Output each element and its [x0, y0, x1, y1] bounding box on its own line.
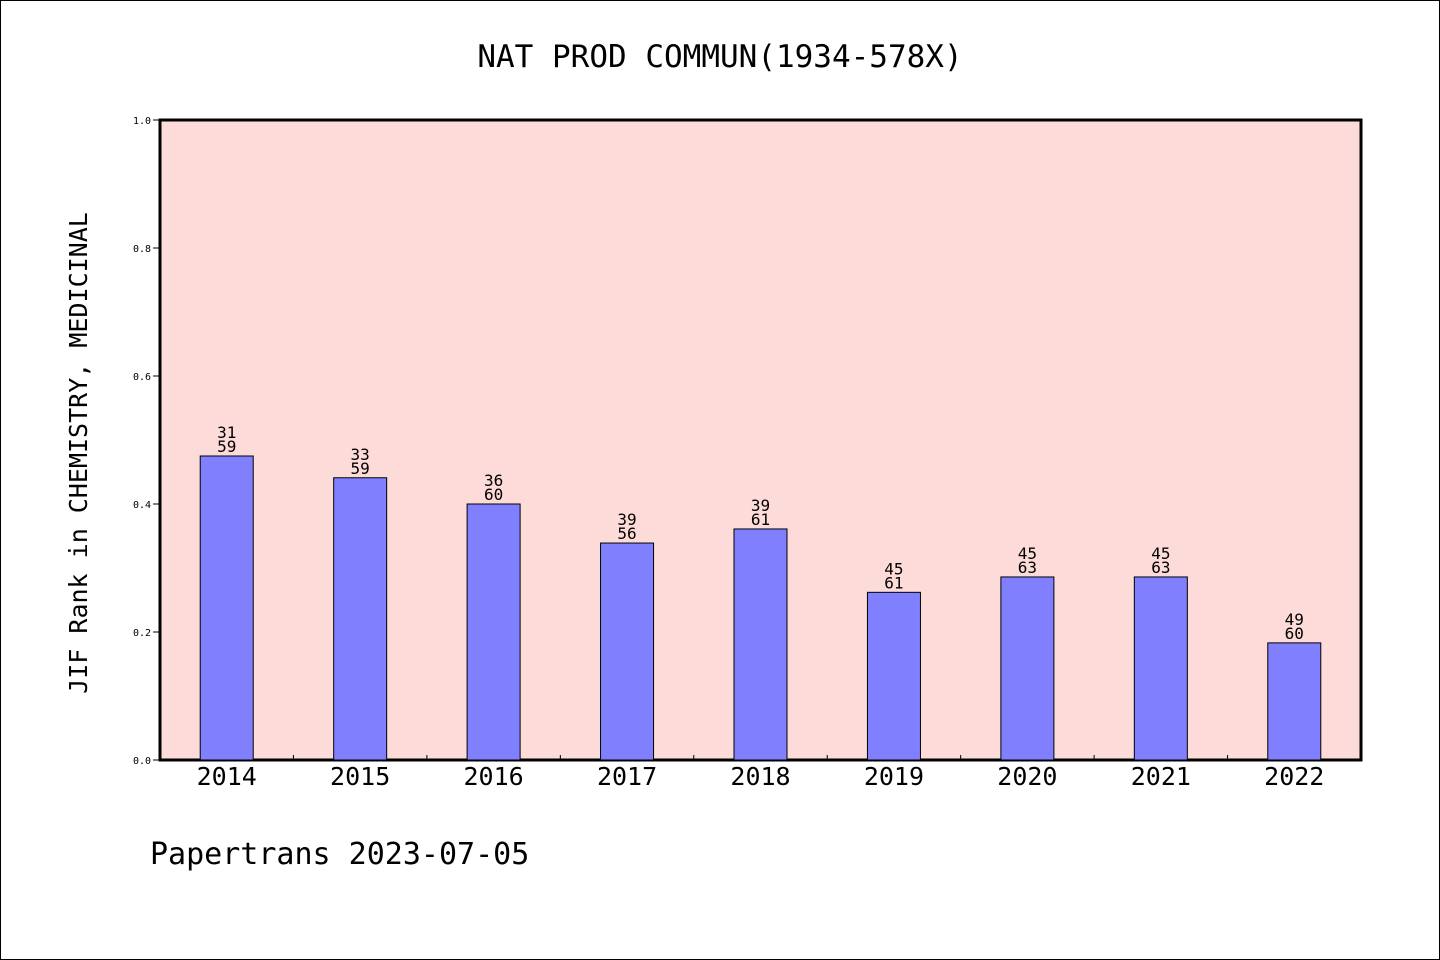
bar [333, 477, 388, 761]
bar-total-label: 59 [217, 437, 236, 456]
y-tick-label: 0.4 [133, 500, 151, 511]
bar-total-label: 63 [1018, 558, 1037, 577]
bar-total-label: 61 [884, 573, 903, 592]
bar-rank-label: 45 [1151, 544, 1170, 563]
x-tick-label: 2018 [730, 762, 790, 791]
bar [733, 528, 788, 761]
bar-total-label: 60 [1285, 624, 1304, 643]
y-axis: 0.0 0.2 0.4 0.6 0.8 1.0 [133, 116, 160, 767]
x-tick-label: 2022 [1264, 762, 1324, 791]
y-axis-label: JIF Rank in CHEMISTRY, MEDICINAL [64, 212, 93, 694]
bar [1000, 576, 1055, 761]
y-tick-label: 1.0 [133, 116, 151, 127]
bar-rank-label: 39 [751, 496, 770, 515]
bar-total-label: 59 [351, 459, 370, 478]
chart-title: NAT PROD COMMUN(1934-578X) [477, 39, 962, 75]
x-tick-label: 2017 [597, 762, 657, 791]
y-tick-label: 0.0 [133, 756, 151, 767]
x-axis: 2014 2015 2016 2017 2018 2019 2020 2021 2022 [197, 755, 1324, 791]
bar-total-label: 63 [1151, 558, 1170, 577]
x-tick-label: 2014 [197, 762, 257, 791]
bar-rank-label: 31 [217, 423, 236, 442]
bar [199, 455, 254, 761]
bar [866, 591, 921, 761]
x-tick-label: 2021 [1131, 762, 1191, 791]
bar [1133, 576, 1188, 761]
bar-rank-label: 39 [617, 510, 636, 529]
bar-rank-label: 49 [1285, 610, 1304, 629]
bar-total-label: 61 [751, 510, 770, 529]
bar-total-label: 56 [617, 524, 636, 543]
bar [600, 542, 655, 761]
x-tick-label: 2015 [330, 762, 390, 791]
bar-rank-label: 36 [484, 471, 503, 490]
bar-total-label: 60 [484, 485, 503, 504]
bar [1267, 642, 1322, 761]
x-tick-label: 2019 [864, 762, 924, 791]
bar-rank-label: 45 [884, 559, 903, 578]
footer-credit: Papertrans 2023-07-05 [150, 837, 529, 872]
y-tick-label: 0.2 [133, 628, 151, 639]
bar [466, 503, 521, 761]
x-tick-label: 2020 [997, 762, 1057, 791]
bar-rank-label: 45 [1018, 544, 1037, 563]
bar-rank-label: 33 [351, 445, 370, 464]
x-tick-label: 2016 [464, 762, 524, 791]
y-tick-label: 0.6 [133, 372, 151, 383]
y-tick-label: 0.8 [133, 244, 151, 255]
